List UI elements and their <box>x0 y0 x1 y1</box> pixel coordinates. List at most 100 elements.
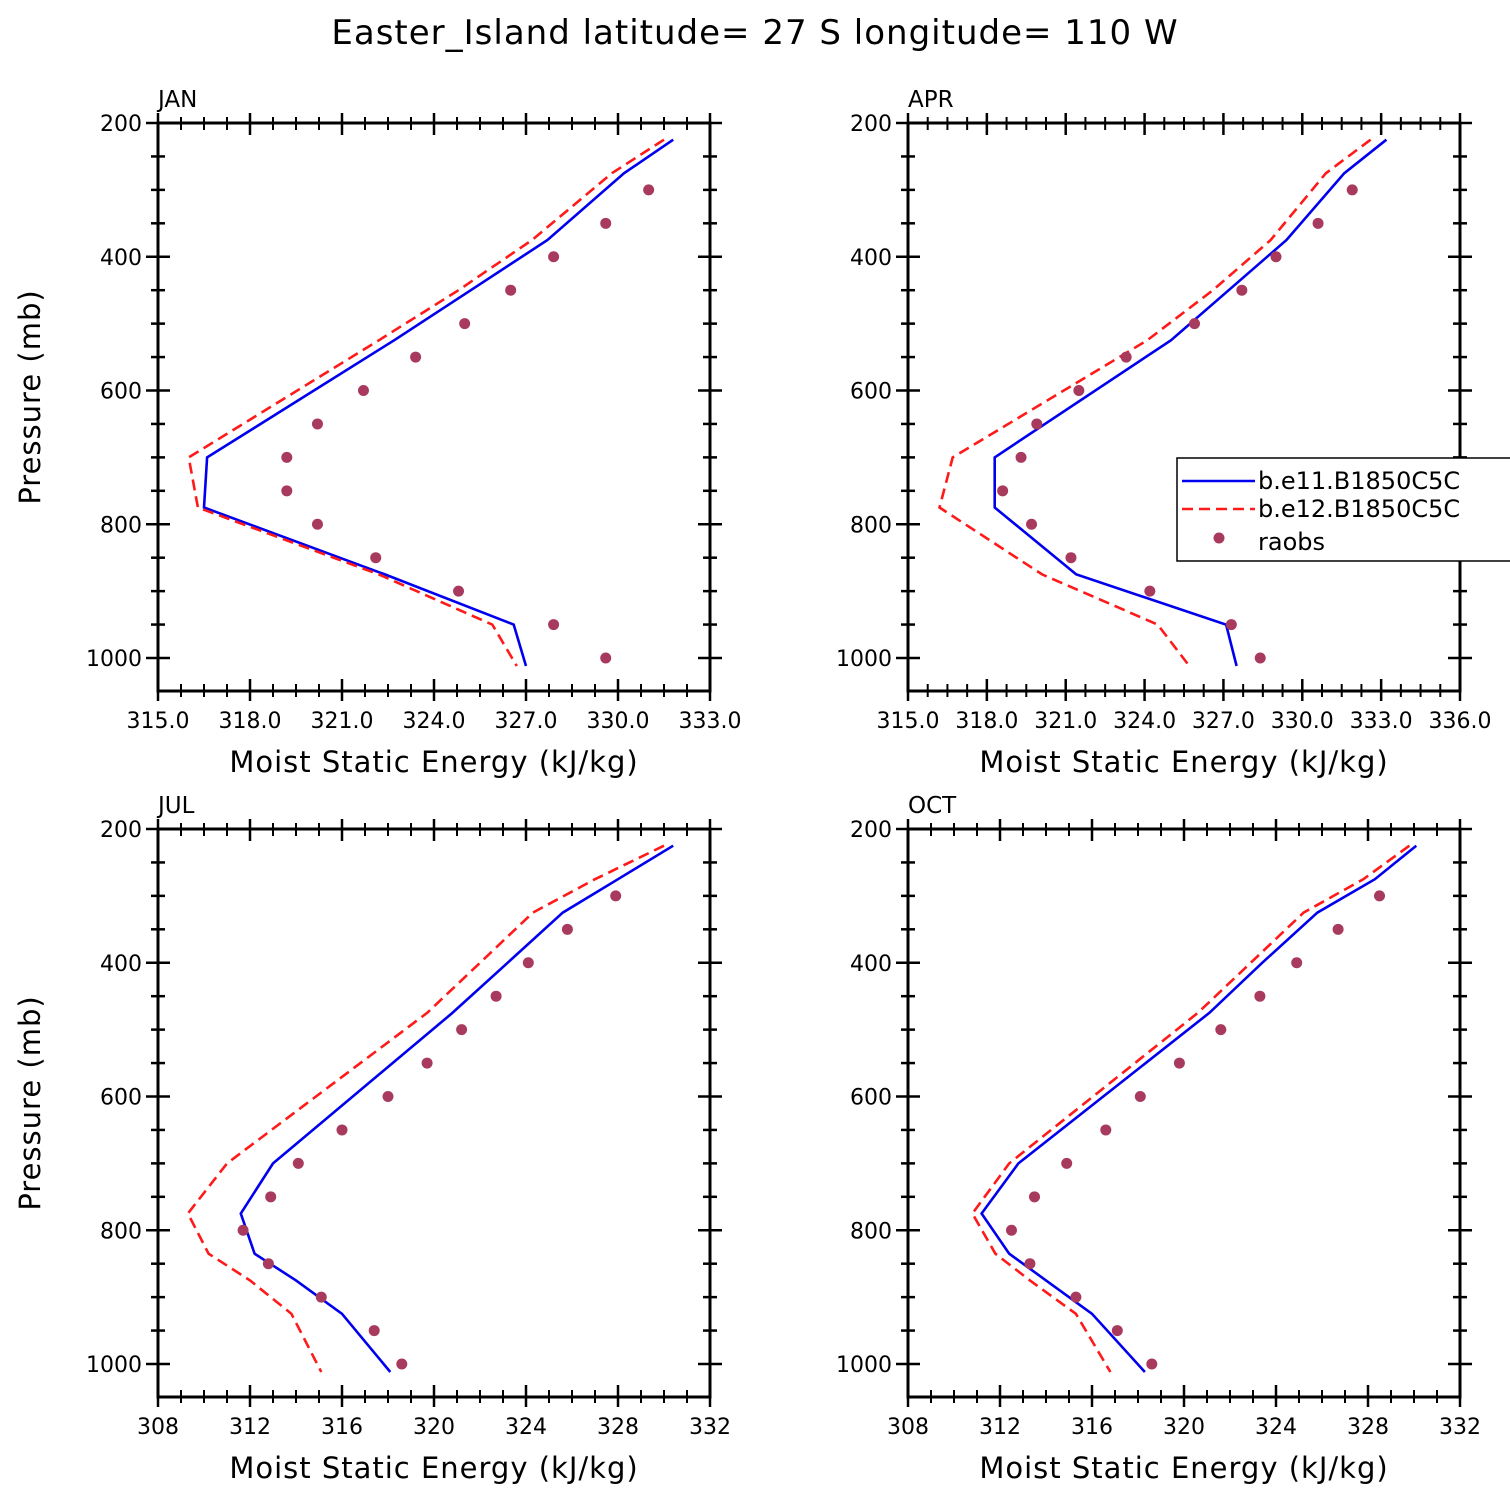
y-tick-label: 200 <box>100 818 142 843</box>
legend-entry-label: raobs <box>1258 528 1325 556</box>
y-axis-label: Pressure (mb) <box>13 995 47 1210</box>
panel-title: JAN <box>156 87 197 113</box>
y-tick-label: 1000 <box>836 647 892 672</box>
x-tick-label: 328 <box>1347 1415 1389 1440</box>
raobs-point <box>311 518 323 530</box>
x-tick-label: 333.0 <box>1350 709 1413 734</box>
series-line-e12 <box>970 844 1411 1373</box>
raobs-point <box>1144 585 1156 597</box>
y-tick-label: 600 <box>100 1086 142 1111</box>
y-tick-label: 1000 <box>86 647 142 672</box>
raobs-point <box>1061 1157 1073 1169</box>
x-tick-label: 324 <box>505 1415 547 1440</box>
x-tick-label: 320 <box>1163 1415 1205 1440</box>
raobs-point <box>370 552 382 564</box>
raobs-point <box>643 184 655 196</box>
raobs-point <box>265 1191 277 1203</box>
raobs-point <box>522 957 534 969</box>
raobs-point <box>490 990 502 1002</box>
x-tick-label: 324 <box>1255 1415 1297 1440</box>
raobs-point <box>281 485 293 497</box>
figure-title: Easter_Island latitude= 27 S longitude= … <box>331 13 1178 53</box>
legend-entry-label: b.e12.B1850C5C <box>1258 495 1460 523</box>
raobs-point <box>1100 1124 1112 1136</box>
x-tick-label: 333.0 <box>679 709 742 734</box>
raobs-point <box>368 1325 380 1337</box>
raobs-point <box>1015 451 1027 463</box>
panel-title: APR <box>908 87 954 113</box>
raobs-point <box>357 385 369 396</box>
y-tick-label: 200 <box>100 112 142 137</box>
x-axis-label: Moist Static Energy (kJ/kg) <box>979 745 1388 779</box>
y-tick-label: 600 <box>850 1086 892 1111</box>
y-tick-label: 200 <box>850 818 892 843</box>
panel-jul: JUL 200 400 600 800 1000 308 312 316 320 324 328 332… <box>13 793 731 1485</box>
raobs-point <box>292 1157 304 1169</box>
raobs-point <box>382 1091 394 1102</box>
raobs-point <box>396 1358 408 1370</box>
x-tick-label: 316 <box>1071 1415 1113 1440</box>
x-tick-label: 318.0 <box>955 709 1018 734</box>
x-tick-label: 316 <box>321 1415 363 1440</box>
y-tick-label: 1000 <box>86 1353 142 1378</box>
raobs-point <box>561 923 573 935</box>
panel-jan: JAN 200 400 600 800 1000 315.0 318.0 321.0 324.0 3… <box>13 87 741 779</box>
raobs-point <box>1024 1258 1036 1270</box>
series-line-e11 <box>993 138 1388 667</box>
raobs-point <box>1029 1191 1040 1203</box>
raobs-point <box>1006 1224 1017 1236</box>
raobs-point <box>1146 1358 1158 1370</box>
raobs-point <box>1070 1291 1082 1303</box>
raobs-point <box>1120 351 1132 363</box>
y-axis-label: Pressure (mb) <box>13 289 47 504</box>
raobs-point <box>311 418 323 430</box>
panels: JAN 200 400 600 800 1000 315.0 318.0 321.0 324.0 3… <box>13 87 1491 1485</box>
x-tick-label: 315.0 <box>127 709 190 734</box>
raobs-point <box>1031 418 1043 430</box>
panel-title: OCT <box>908 793 957 819</box>
raobs-point <box>237 1224 249 1236</box>
raobs-point <box>548 619 560 631</box>
y-tick-label: 1000 <box>836 1353 892 1378</box>
y-tick-label: 400 <box>850 952 892 977</box>
series-line-e11 <box>980 844 1418 1373</box>
raobs-point <box>421 1057 433 1069</box>
y-tick-label: 400 <box>100 246 142 271</box>
raobs-point <box>1111 1325 1123 1337</box>
legend-swatch-raobs <box>1213 532 1225 544</box>
x-axis-label: Moist Static Energy (kJ/kg) <box>229 745 638 779</box>
y-tick-label: 800 <box>850 513 892 538</box>
x-tick-label: 327.0 <box>495 709 558 734</box>
raobs-point <box>456 1024 468 1036</box>
raobs-point <box>1291 957 1303 969</box>
x-tick-label: 320 <box>413 1415 455 1440</box>
raobs-point <box>1173 1057 1185 1069</box>
x-tick-label: 328 <box>597 1415 639 1440</box>
series-line-e12 <box>186 844 665 1373</box>
raobs-point <box>610 890 622 902</box>
x-tick-label: 330.0 <box>587 709 650 734</box>
y-tick-label: 400 <box>850 246 892 271</box>
raobs-point <box>315 1291 327 1303</box>
panel-oct: OCT 200 400 600 800 1000 308 312 316 320 324 328 332… <box>836 793 1481 1485</box>
raobs-point <box>505 284 517 296</box>
raobs-point <box>1312 217 1324 229</box>
x-axis-label: Moist Static Energy (kJ/kg) <box>229 1451 638 1485</box>
raobs-point <box>1236 284 1248 296</box>
panel-title: JUL <box>156 793 195 819</box>
x-tick-label: 321.0 <box>311 709 374 734</box>
x-tick-label: 308 <box>137 1415 179 1440</box>
raobs-point <box>281 451 293 463</box>
x-tick-label: 324.0 <box>403 709 466 734</box>
raobs-point <box>262 1258 274 1270</box>
panel-apr: APR 200 400 600 800 1000 315.0 318.0 321.0 324.0 3… <box>836 87 1491 779</box>
raobs-point <box>336 1124 348 1136</box>
raobs-point <box>1215 1024 1227 1036</box>
x-tick-label: 318.0 <box>219 709 282 734</box>
series-line-e12 <box>187 138 665 667</box>
raobs-point <box>1254 652 1266 664</box>
x-tick-label: 312 <box>979 1415 1021 1440</box>
raobs-point <box>600 217 612 229</box>
y-tick-label: 800 <box>100 1219 142 1244</box>
